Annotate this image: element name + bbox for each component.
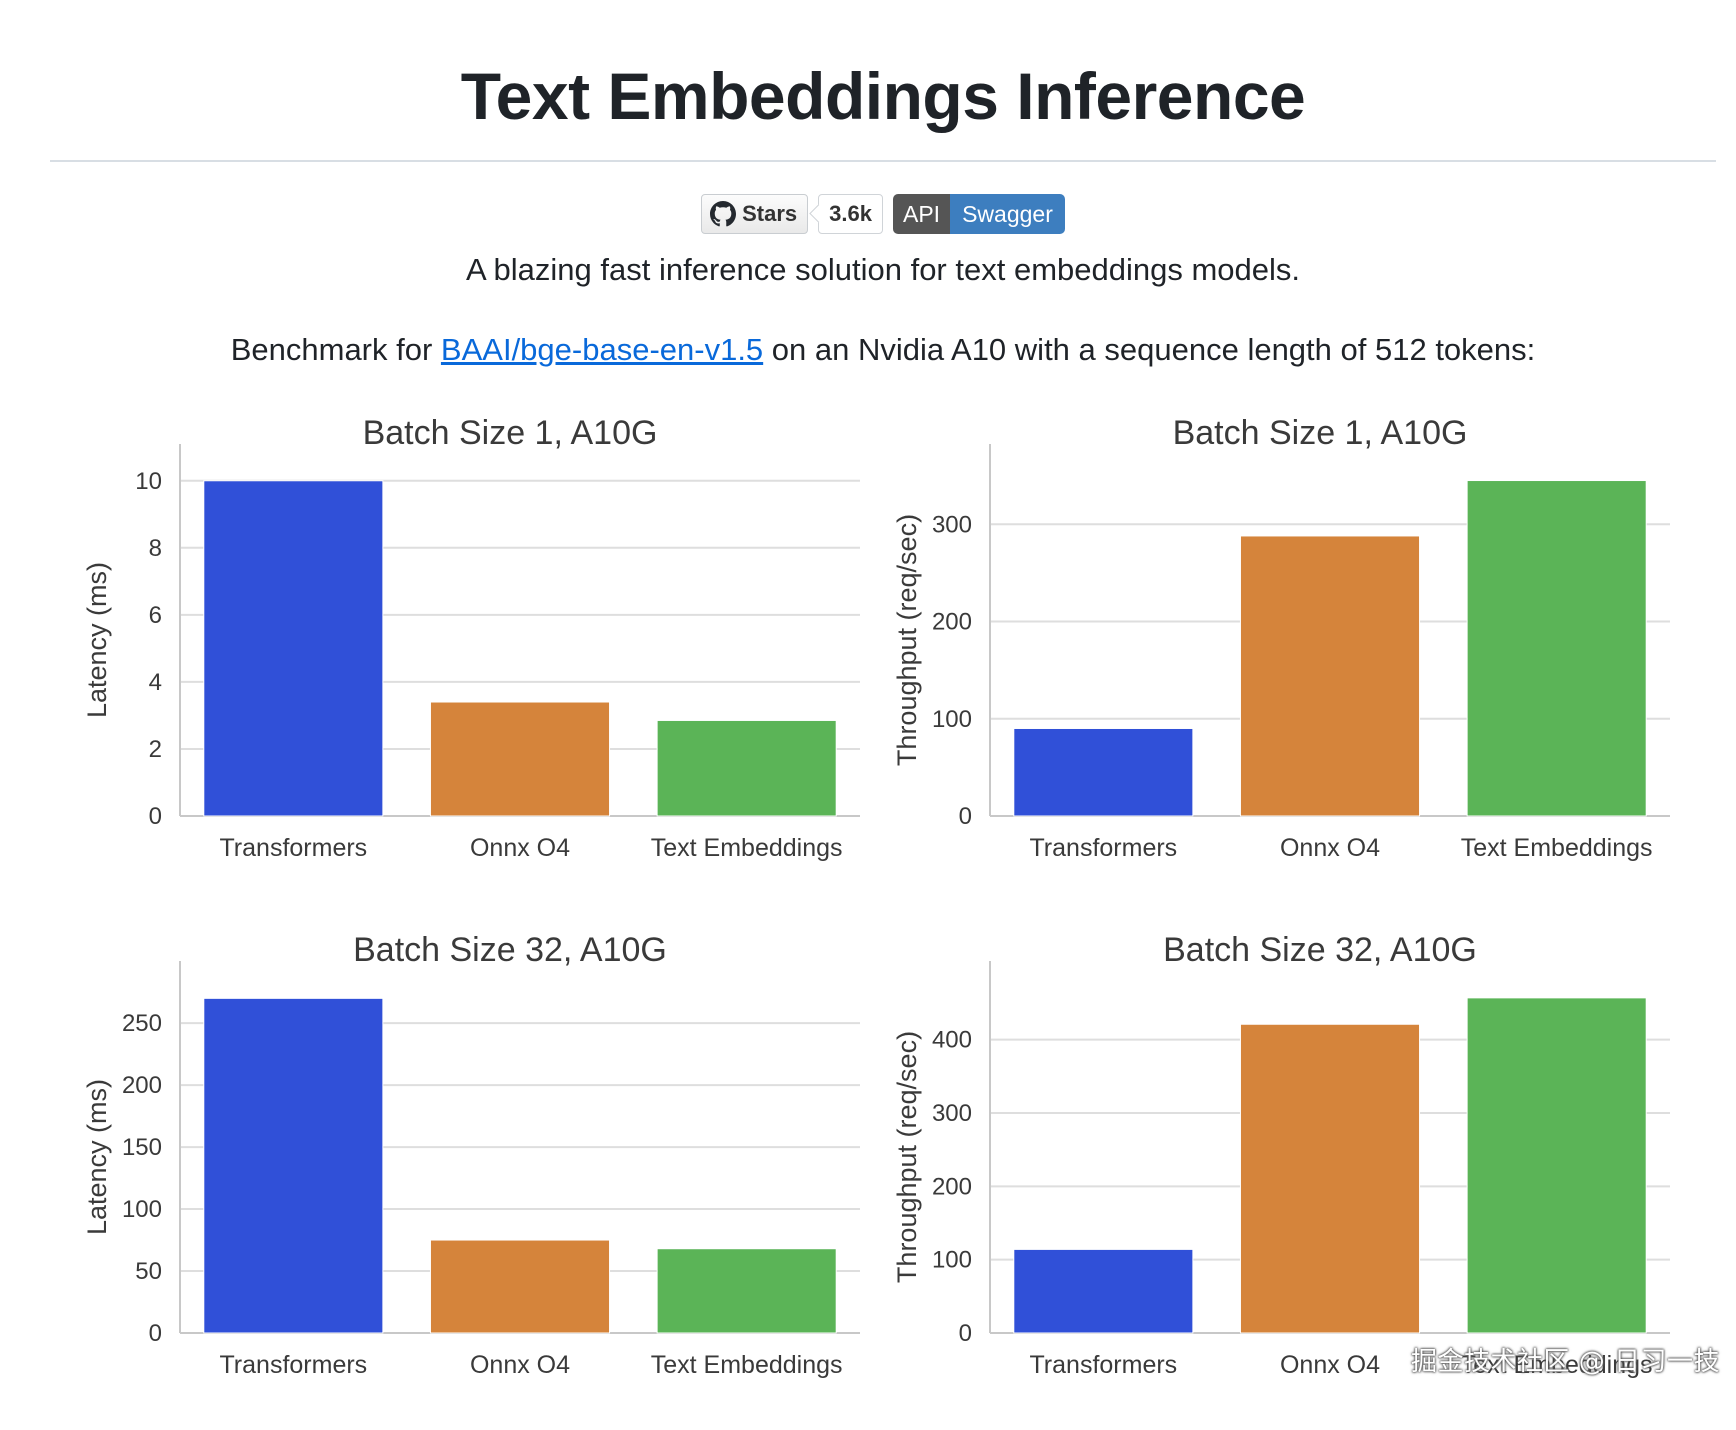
benchmark-description: Benchmark for BAAI/bge-base-en-v1.5 on a… bbox=[0, 332, 1736, 368]
bar-transformers bbox=[1013, 727, 1194, 817]
y-axis-label: Throughput (req/sec) bbox=[892, 1031, 922, 1283]
y-tick-label: 400 bbox=[932, 1027, 972, 1054]
chart-svg: Batch Size 1, A10G 0 2 4 6 8 10 Latency (ms) Tra… bbox=[82, 414, 860, 862]
stars-label: Stars bbox=[742, 201, 798, 226]
x-tick-label: Text Embeddings bbox=[1461, 1351, 1653, 1379]
y-tick-label: 300 bbox=[932, 511, 972, 538]
title-divider bbox=[50, 160, 1716, 162]
chart-svg: Batch Size 32, A10G 0 50 100 150 200 250 Latenc… bbox=[82, 931, 860, 1379]
github-stars-button[interactable]: Stars bbox=[701, 194, 809, 234]
bar-onnx-o4 bbox=[1239, 535, 1421, 817]
y-tick-label: 8 bbox=[149, 535, 162, 562]
chart-title: Batch Size 32, A10G bbox=[1163, 931, 1477, 969]
y-axis-label: Latency (ms) bbox=[82, 1079, 112, 1235]
y-axis-label: Latency (ms) bbox=[82, 562, 112, 718]
x-tick-label: Text Embeddings bbox=[1461, 834, 1653, 862]
y-tick-label: 2 bbox=[149, 736, 162, 763]
benchmark-suffix: on an Nvidia A10 with a sequence length … bbox=[763, 332, 1536, 367]
chart-throughput-batch-1: Batch Size 1, A10G 0 100 200 300 Throughput (… bbox=[880, 408, 1680, 868]
y-tick-label: 300 bbox=[932, 1100, 972, 1127]
stars-count-badge[interactable]: 3.6k bbox=[818, 194, 883, 234]
bar-onnx-o4 bbox=[429, 1239, 611, 1334]
bar-transformers bbox=[203, 997, 384, 1334]
y-tick-label: 100 bbox=[122, 1196, 162, 1223]
swagger-api-badge[interactable]: API Swagger bbox=[893, 194, 1065, 234]
bar-text-embeddings bbox=[1466, 997, 1647, 1334]
x-tick-label: Onnx O4 bbox=[1280, 834, 1380, 862]
y-tick-label: 6 bbox=[149, 602, 162, 629]
x-tick-label: Transformers bbox=[1029, 1351, 1177, 1379]
y-tick-label: 150 bbox=[122, 1134, 162, 1161]
y-tick-label: 0 bbox=[959, 803, 972, 830]
page-title: Text Embeddings Inference bbox=[460, 59, 1306, 133]
bar-onnx-o4 bbox=[429, 701, 611, 817]
y-tick-label: 100 bbox=[932, 1247, 972, 1274]
bar-text-embeddings bbox=[656, 719, 837, 817]
chart-throughput-batch-32: Batch Size 32, A10G 0 100 200 300 400 Throughp… bbox=[880, 925, 1680, 1385]
y-tick-label: 100 bbox=[932, 706, 972, 733]
chart-title: Batch Size 32, A10G bbox=[353, 931, 667, 969]
x-tick-label: Text Embeddings bbox=[651, 834, 843, 862]
y-tick-label: 0 bbox=[149, 1320, 162, 1347]
x-tick-label: Transformers bbox=[219, 834, 367, 862]
y-axis-label: Throughput (req/sec) bbox=[892, 514, 922, 766]
y-tick-label: 200 bbox=[932, 609, 972, 636]
chart-latency-batch-32: Batch Size 32, A10G 0 50 100 150 200 250 Latenc… bbox=[70, 925, 870, 1385]
tagline: A blazing fast inference solution for te… bbox=[465, 252, 1301, 287]
swagger-label: Swagger bbox=[950, 194, 1065, 234]
x-tick-label: Text Embeddings bbox=[651, 1351, 843, 1379]
chart-title: Batch Size 1, A10G bbox=[363, 414, 658, 452]
y-tick-label: 10 bbox=[135, 468, 162, 495]
watermark: 掘金技术社区 @ 日习一技 bbox=[1410, 1347, 1720, 1377]
y-tick-label: 200 bbox=[122, 1072, 162, 1099]
y-tick-label: 0 bbox=[959, 1320, 972, 1347]
bar-transformers bbox=[203, 480, 384, 817]
x-tick-label: Onnx O4 bbox=[470, 1351, 570, 1379]
y-tick-label: 250 bbox=[122, 1010, 162, 1037]
chart-latency-batch-1: Batch Size 1, A10G 0 2 4 6 8 10 Latency (ms) Tra… bbox=[70, 408, 870, 868]
benchmark-prefix: Benchmark for bbox=[230, 332, 441, 367]
x-tick-label: Transformers bbox=[1029, 834, 1177, 862]
chart-title: Batch Size 1, A10G bbox=[1173, 414, 1468, 452]
bar-transformers bbox=[1013, 1248, 1194, 1334]
y-tick-label: 200 bbox=[932, 1173, 972, 1200]
x-tick-label: Onnx O4 bbox=[1280, 1351, 1380, 1379]
x-tick-label: Onnx O4 bbox=[470, 834, 570, 862]
chart-svg: Batch Size 32, A10G 0 100 200 300 400 Throughp… bbox=[892, 931, 1670, 1379]
y-tick-label: 4 bbox=[149, 669, 162, 696]
github-icon bbox=[710, 201, 737, 227]
bar-onnx-o4 bbox=[1239, 1023, 1421, 1334]
chart-svg: Batch Size 1, A10G 0 100 200 300 Throughput (… bbox=[892, 414, 1670, 862]
bar-text-embeddings bbox=[656, 1248, 837, 1334]
model-link[interactable]: BAAI/bge-base-en-v1.5 bbox=[440, 332, 764, 367]
badge-row: Stars 3.6k API Swagger bbox=[0, 194, 1736, 234]
api-label: API bbox=[893, 194, 951, 234]
bar-text-embeddings bbox=[1466, 480, 1647, 817]
y-tick-label: 50 bbox=[135, 1258, 162, 1285]
y-tick-label: 0 bbox=[149, 803, 162, 830]
x-tick-label: Transformers bbox=[219, 1351, 367, 1379]
